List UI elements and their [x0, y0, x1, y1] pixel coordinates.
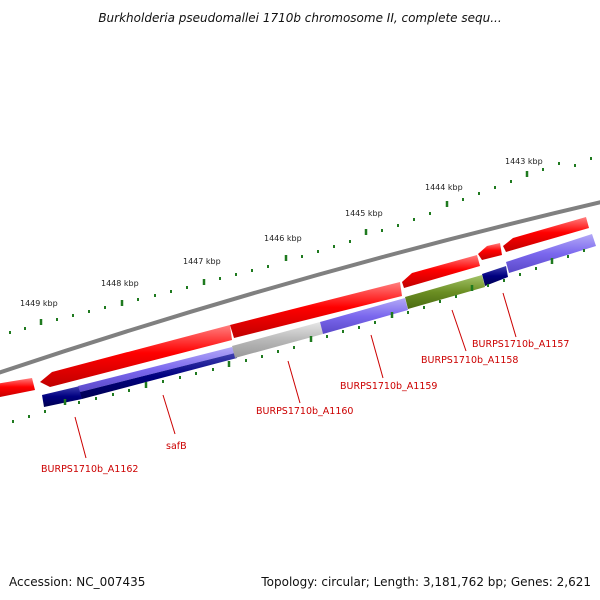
genome-stats-text: Topology: circular; Length: 3,181,762 bp… — [261, 575, 591, 589]
label-leaders — [74, 292, 517, 459]
gene-labels: BURPS1710b_A1157 BURPS1710b_A1158 BURPS1… — [41, 339, 569, 475]
chromosome-backbone — [0, 200, 600, 375]
reverse-strand-track — [42, 234, 596, 407]
ruler-label: 1449 kbp — [20, 299, 58, 308]
ruler-label: 1448 kbp — [101, 279, 139, 288]
gene-label[interactable]: BURPS1710b_A1162 — [41, 464, 138, 475]
cds-forward[interactable] — [478, 243, 502, 260]
cds-reverse[interactable] — [506, 234, 596, 273]
cds-reverse[interactable] — [78, 347, 235, 392]
gene-label[interactable]: BURPS1710b_A1158 — [421, 355, 518, 366]
gene-label[interactable]: BURPS1710b_A1157 — [472, 339, 569, 350]
ruler-label: 1443 kbp — [505, 157, 543, 166]
gene-label[interactable]: safB — [166, 441, 187, 452]
cds-forward[interactable] — [402, 255, 480, 288]
cds-forward[interactable] — [40, 325, 232, 387]
ruler-label: 1444 kbp — [425, 183, 463, 192]
ruler-labels: 1443 kbp 1444 kbp 1445 kbp 1446 kbp 1447… — [20, 157, 543, 308]
map-title: Burkholderia pseudomallei 1710b chromoso… — [98, 11, 502, 25]
gene-label[interactable]: BURPS1710b_A1159 — [340, 381, 437, 392]
accession-text: Accession: NC_007435 — [9, 575, 146, 589]
cds-reverse[interactable] — [80, 353, 237, 399]
ruler-label: 1446 kbp — [264, 234, 302, 243]
gene-label[interactable]: BURPS1710b_A1160 — [256, 406, 353, 417]
cds-forward[interactable] — [230, 282, 402, 338]
cds-reverse[interactable] — [405, 275, 485, 309]
ruler-label: 1447 kbp — [183, 257, 221, 266]
cds-forward[interactable] — [503, 217, 589, 252]
cds-forward[interactable] — [0, 378, 35, 398]
cds-reverse[interactable] — [232, 322, 323, 358]
cds-reverse[interactable] — [320, 298, 408, 334]
inner-tick-ring — [12, 249, 585, 423]
cds-reverse[interactable] — [42, 386, 82, 407]
outer-tick-ring — [9, 157, 592, 334]
forward-strand-track — [0, 217, 589, 398]
ruler-label: 1445 kbp — [345, 209, 383, 218]
cds-reverse[interactable] — [482, 266, 508, 286]
